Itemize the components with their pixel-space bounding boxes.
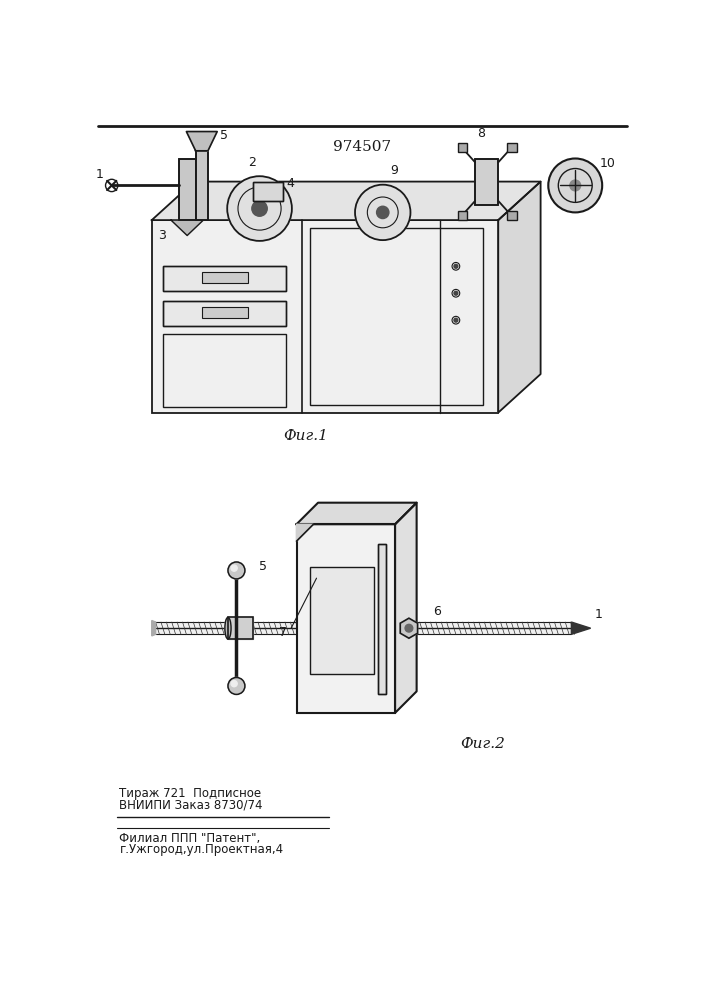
- Polygon shape: [296, 524, 313, 541]
- Circle shape: [355, 185, 411, 240]
- Circle shape: [549, 158, 602, 212]
- Text: 9: 9: [390, 164, 398, 177]
- Bar: [508, 143, 517, 152]
- Polygon shape: [296, 524, 395, 713]
- Bar: [163, 266, 286, 291]
- Bar: [163, 301, 286, 326]
- Bar: [179, 158, 196, 220]
- Polygon shape: [571, 622, 590, 634]
- Polygon shape: [171, 220, 204, 235]
- Text: Филиал ППП "Патент",: Филиал ППП "Патент",: [119, 832, 261, 845]
- Text: 7: 7: [279, 626, 288, 639]
- Circle shape: [228, 562, 245, 579]
- Circle shape: [227, 176, 292, 241]
- Bar: [152, 220, 498, 413]
- Bar: [179, 158, 196, 220]
- Circle shape: [231, 565, 238, 571]
- Bar: [458, 211, 467, 220]
- Bar: [475, 158, 498, 205]
- Bar: [201, 307, 248, 318]
- Bar: [378, 544, 386, 694]
- Text: 6: 6: [433, 605, 441, 618]
- Polygon shape: [395, 503, 416, 713]
- Bar: [196, 151, 208, 220]
- Circle shape: [454, 318, 458, 322]
- Bar: [163, 266, 286, 291]
- Circle shape: [228, 677, 245, 694]
- Text: 8: 8: [477, 127, 485, 140]
- Circle shape: [570, 180, 580, 191]
- Ellipse shape: [225, 617, 231, 639]
- Circle shape: [377, 206, 389, 219]
- Polygon shape: [152, 620, 156, 636]
- Text: Фиг.1: Фиг.1: [284, 429, 328, 443]
- Bar: [228, 617, 252, 639]
- Circle shape: [252, 201, 267, 216]
- Bar: [508, 211, 517, 220]
- Polygon shape: [152, 182, 541, 220]
- Polygon shape: [498, 182, 541, 413]
- Polygon shape: [310, 567, 374, 674]
- Bar: [253, 182, 283, 201]
- Bar: [310, 567, 374, 674]
- Bar: [163, 334, 286, 407]
- Bar: [310, 228, 483, 405]
- Bar: [475, 158, 498, 205]
- Text: 974507: 974507: [333, 140, 391, 154]
- Polygon shape: [187, 132, 217, 151]
- Polygon shape: [296, 503, 416, 524]
- Bar: [458, 143, 467, 152]
- Circle shape: [231, 681, 238, 687]
- Circle shape: [454, 264, 458, 268]
- Polygon shape: [156, 622, 571, 634]
- Bar: [201, 272, 248, 283]
- Text: 4: 4: [286, 177, 294, 190]
- Text: ВНИИПИ Заказ 8730/74: ВНИИПИ Заказ 8730/74: [119, 798, 263, 811]
- Text: 1: 1: [595, 608, 602, 621]
- Text: 5: 5: [259, 560, 267, 573]
- Text: 5: 5: [221, 129, 228, 142]
- Text: г.Ужгород,ул.Проектная,4: г.Ужгород,ул.Проектная,4: [119, 843, 284, 856]
- Text: 3: 3: [158, 229, 165, 242]
- Text: Тираж 721  Подписное: Тираж 721 Подписное: [119, 787, 262, 800]
- Bar: [378, 544, 386, 694]
- Text: 1: 1: [95, 168, 103, 181]
- Text: 10: 10: [600, 157, 616, 170]
- Circle shape: [405, 624, 413, 632]
- Bar: [163, 301, 286, 326]
- Polygon shape: [228, 617, 252, 639]
- Circle shape: [454, 291, 458, 295]
- Text: 2: 2: [248, 156, 256, 169]
- Bar: [253, 182, 283, 201]
- Bar: [196, 151, 208, 220]
- Text: Фиг.2: Фиг.2: [460, 737, 506, 751]
- Bar: [296, 524, 395, 713]
